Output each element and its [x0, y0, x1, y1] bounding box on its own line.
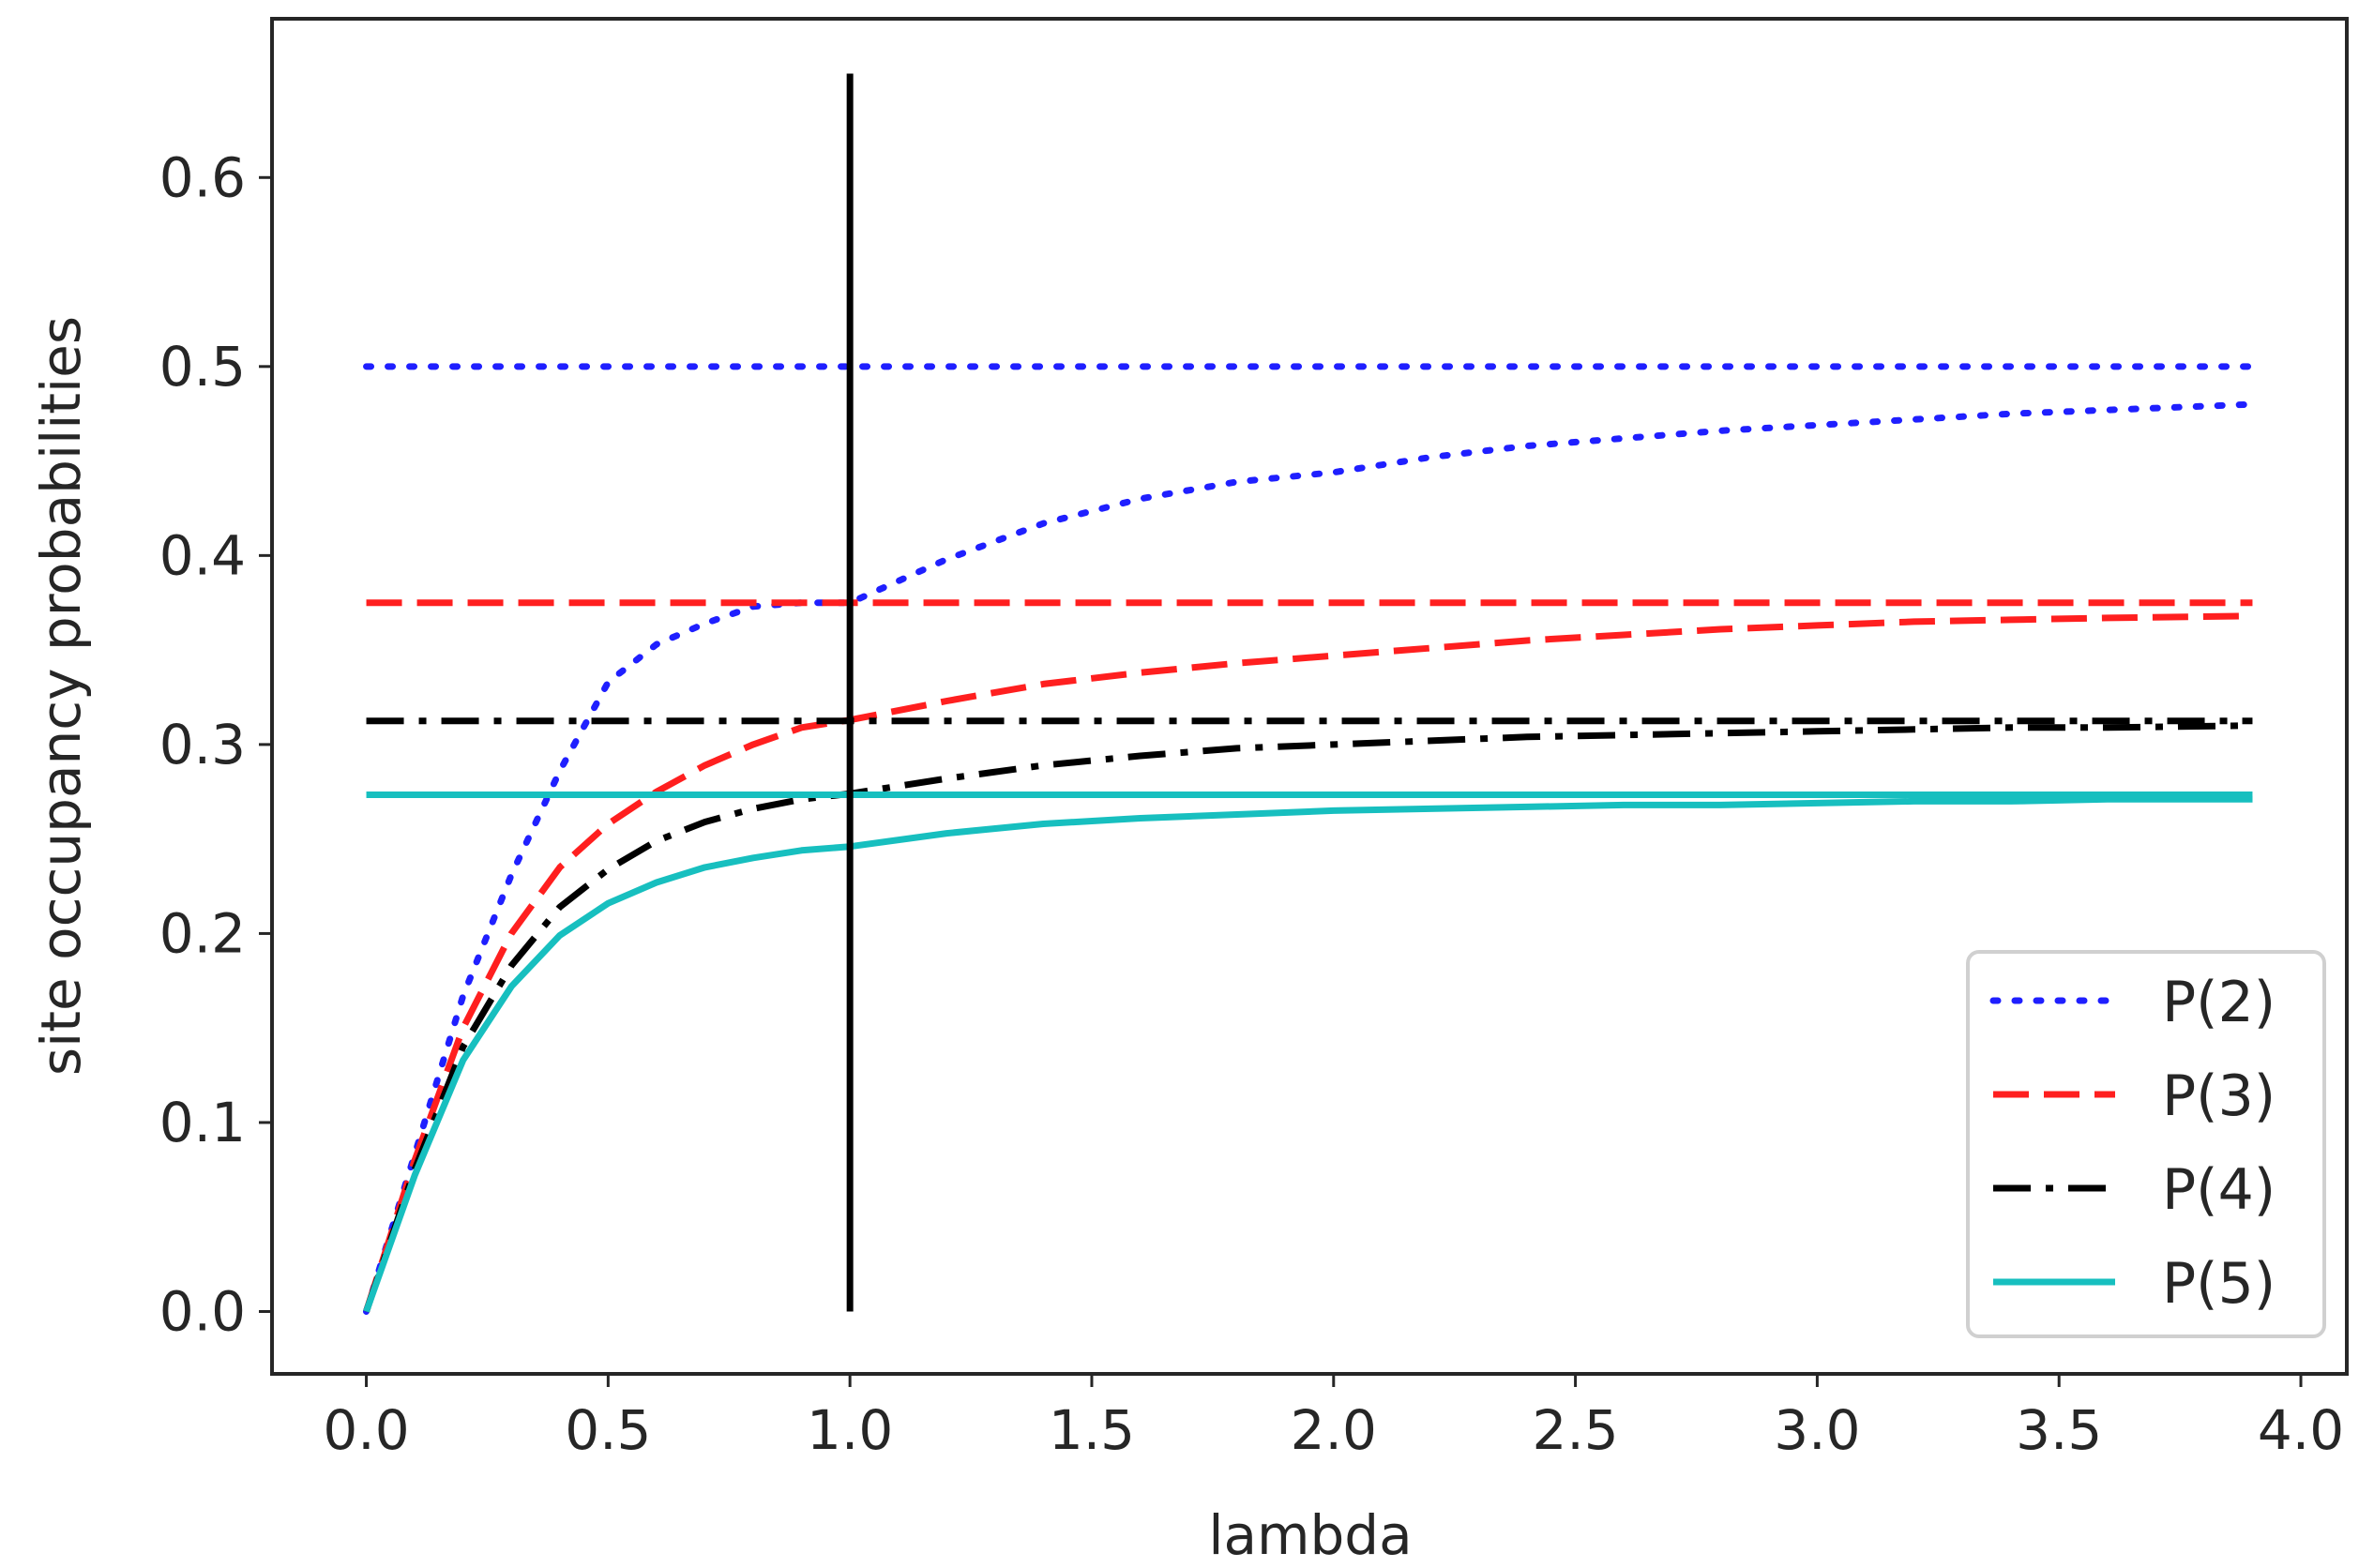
- legend-label-p3: P(3): [2162, 1063, 2276, 1129]
- x-tick-label: 0.0: [323, 1398, 409, 1462]
- x-axis-ticks: 0.0 0.5 1.0 1.5 2.0 2.5 3.0 3.5 4.0: [323, 1374, 2344, 1462]
- y-axis-label: site occupancy probabilities: [29, 316, 93, 1076]
- legend-label-p2: P(2): [2162, 970, 2276, 1035]
- series-layer: [363, 400, 2256, 1315]
- series-curve-p4: [363, 722, 2253, 1313]
- reference-lines-layer: [363, 363, 2256, 798]
- series-curve-p5: [363, 795, 2253, 1313]
- series-curve-p3: [363, 612, 2253, 1313]
- y-tick-label: 0.4: [159, 523, 246, 587]
- series-curve-p2: [363, 400, 2256, 1315]
- x-tick-label: 0.5: [565, 1398, 651, 1462]
- x-tick-label: 1.0: [807, 1398, 893, 1462]
- x-tick-label: 1.5: [1049, 1398, 1135, 1462]
- x-tick-label: 2.0: [1291, 1398, 1377, 1462]
- y-tick-label: 0.5: [159, 335, 246, 399]
- y-tick-label: 0.0: [159, 1279, 246, 1343]
- legend-label-p5: P(5): [2162, 1251, 2276, 1317]
- y-tick-label: 0.3: [159, 713, 246, 776]
- y-axis-ticks: 0.0 0.1 0.2 0.3 0.4 0.5 0.6: [159, 145, 272, 1343]
- legend-box: [1966, 950, 2326, 1338]
- y-tick-label: 0.2: [159, 901, 246, 965]
- legend-label-p4: P(4): [2162, 1157, 2276, 1223]
- x-tick-label: 3.0: [1774, 1398, 1860, 1462]
- legend: P(2) P(3) P(4) P(5): [1966, 950, 2326, 1338]
- legend-entries: P(2) P(3) P(4) P(5): [1989, 970, 2276, 1317]
- y-tick-label: 0.1: [159, 1091, 246, 1154]
- x-axis-label: lambda: [1208, 1503, 1412, 1567]
- x-tick-label: 4.0: [2258, 1398, 2344, 1462]
- plot-frame: [270, 17, 2349, 1376]
- y-tick-label: 0.6: [159, 145, 246, 209]
- x-tick-label: 2.5: [1532, 1398, 1618, 1462]
- x-tick-label: 3.5: [2016, 1398, 2102, 1462]
